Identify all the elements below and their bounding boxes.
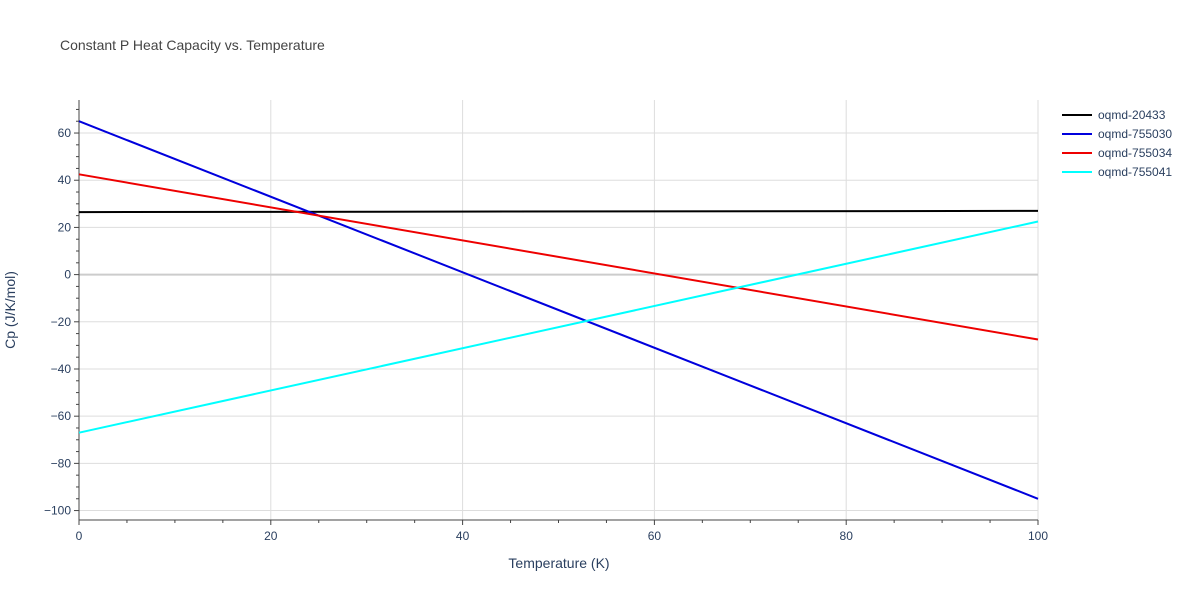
x-tick-label: 0 xyxy=(76,529,83,543)
y-tick-label: −60 xyxy=(51,409,72,423)
chart-title: Constant P Heat Capacity vs. Temperature xyxy=(60,37,325,53)
y-axis-title: Cp (J/K/mol) xyxy=(2,271,18,349)
legend-label: oqmd-20433 xyxy=(1098,108,1166,122)
x-axis-title: Temperature (K) xyxy=(508,555,609,571)
legend-item-oqmd-755034[interactable]: oqmd-755034 xyxy=(1062,146,1172,160)
legend[interactable]: oqmd-20433 oqmd-755030 oqmd-755034 oqmd-755… xyxy=(1062,108,1172,179)
legend-item-oqmd-755041[interactable]: oqmd-755041 xyxy=(1062,165,1172,179)
series-lines xyxy=(78,120,1039,500)
x-tick-label: 100 xyxy=(1028,529,1048,543)
series-line-oqmd-755030 xyxy=(78,120,1039,500)
x-tick-label: 80 xyxy=(840,529,854,543)
x-tick-label: 20 xyxy=(264,529,278,543)
y-tick-label: 20 xyxy=(58,220,72,234)
y-tick-label: 0 xyxy=(64,268,71,282)
legend-item-oqmd-755030[interactable]: oqmd-755030 xyxy=(1062,127,1172,141)
legend-label: oqmd-755030 xyxy=(1098,127,1172,141)
y-tick-label: −40 xyxy=(51,362,72,376)
series-line-oqmd-755041 xyxy=(78,220,1039,434)
x-tick-label: 40 xyxy=(456,529,470,543)
y-tick-label: 60 xyxy=(58,126,72,140)
series-line-oqmd-755034 xyxy=(78,173,1039,341)
series-line-oqmd-20433 xyxy=(78,209,1039,214)
axes: 0 20 40 60 80 100 −100 −80 −60 −40 −20 0 20 40 60 xyxy=(44,100,1048,543)
grid xyxy=(79,100,1039,520)
y-tick-label: −100 xyxy=(44,504,71,518)
y-tick-label: 40 xyxy=(58,173,72,187)
y-tick-label: −20 xyxy=(51,315,72,329)
y-tick-label: −80 xyxy=(51,456,72,470)
legend-label: oqmd-755041 xyxy=(1098,165,1172,179)
legend-label: oqmd-755034 xyxy=(1098,146,1172,160)
x-tick-label: 60 xyxy=(648,529,662,543)
legend-item-oqmd-20433[interactable]: oqmd-20433 xyxy=(1062,108,1166,122)
